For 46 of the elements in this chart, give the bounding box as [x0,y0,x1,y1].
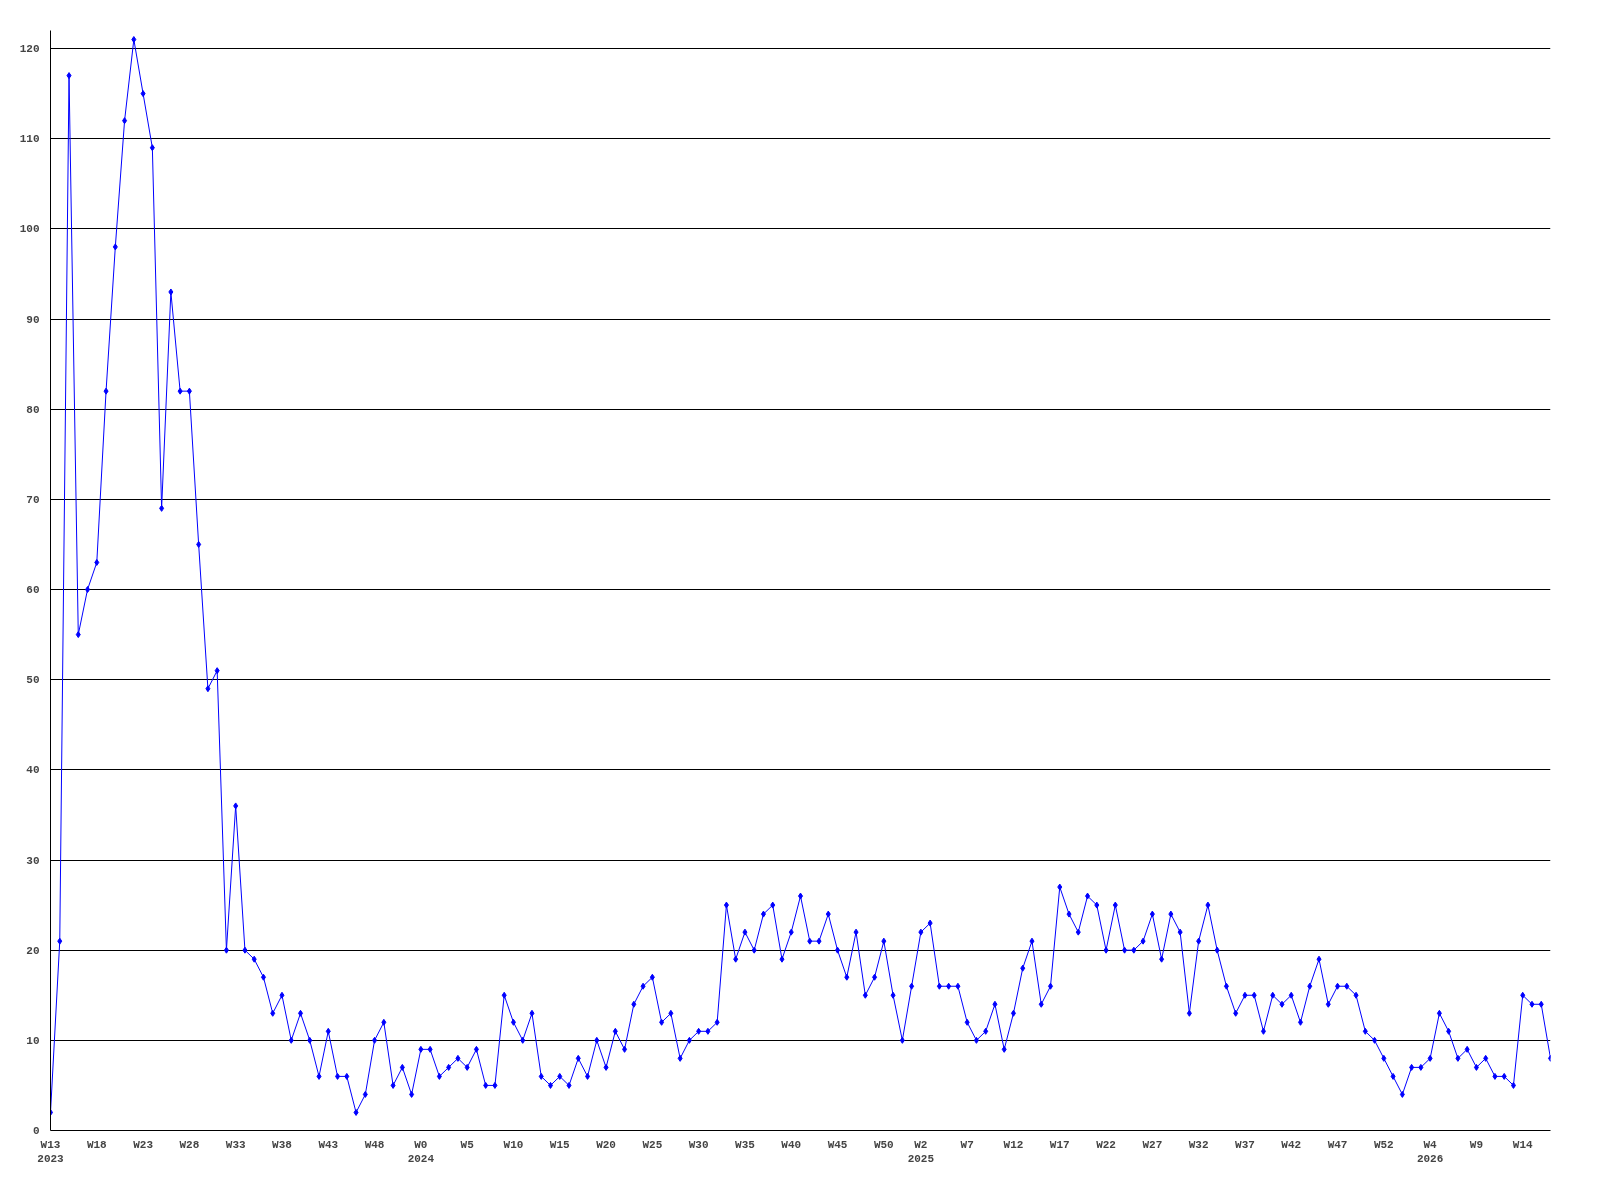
x-tick-label: W12 [1003,1138,1024,1151]
x-tick-label: W50 [873,1138,894,1151]
x-tick-label: W2 2025 [907,1138,935,1165]
y-tick-label: 70 [26,493,40,506]
y-tick-label: 50 [26,674,40,687]
x-tick-label: W7 [960,1138,974,1151]
y-tick-label: 120 [19,43,40,56]
x-tick-label: W0 2024 [407,1138,435,1165]
y-tick-label: 90 [26,313,40,326]
x-tick-label: W30 [688,1138,709,1151]
x-tick-label: W35 [735,1138,756,1151]
y-tick-label: 80 [26,403,40,416]
y-tick-label: 60 [26,584,40,597]
x-tick-label: W23 [133,1138,154,1151]
x-tick-label: W13 2023 [37,1138,65,1165]
x-tick-label: W20 [596,1138,616,1151]
x-tick-label: W47 [1327,1138,1348,1151]
x-tick-label: W5 [460,1138,475,1151]
x-tick-label: W22 [1096,1138,1116,1151]
x-tick-label: W33 [225,1138,246,1151]
x-tick-label: W15 [549,1138,571,1151]
y-tick-label: 10 [26,1034,40,1047]
x-tick-label: W52 [1373,1138,1394,1151]
x-tick-label: W48 [364,1138,385,1151]
x-tick-label: W9 [1469,1138,1484,1151]
y-tick-label: 110 [19,133,40,146]
x-tick-label: W14 [1512,1138,1534,1151]
x-tick-label: W28 [179,1138,200,1151]
x-tick-label: W10 [503,1138,524,1151]
x-tick-label: W45 [827,1138,848,1151]
x-tick-label: W18 [86,1138,108,1151]
x-tick-label: W40 [781,1138,802,1151]
x-tick-label: W42 [1281,1138,1302,1151]
x-tick-label: W37 [1235,1138,1255,1151]
y-tick-label: 30 [26,854,40,867]
y-tick-label: 20 [26,944,40,957]
x-tick-label: W38 [272,1138,293,1151]
x-tick-label: W25 [642,1138,663,1151]
x-tick-label: W17 [1049,1138,1070,1151]
x-tick-label: W4 2026 [1416,1138,1444,1165]
x-tick-label: W43 [318,1138,339,1151]
y-tick-label: 100 [19,223,40,236]
x-tick-label: W32 [1188,1138,1209,1151]
x-tick-label: W27 [1142,1138,1163,1151]
y-tick-label: 40 [26,764,40,777]
y-tick-label: 0 [32,1125,40,1137]
